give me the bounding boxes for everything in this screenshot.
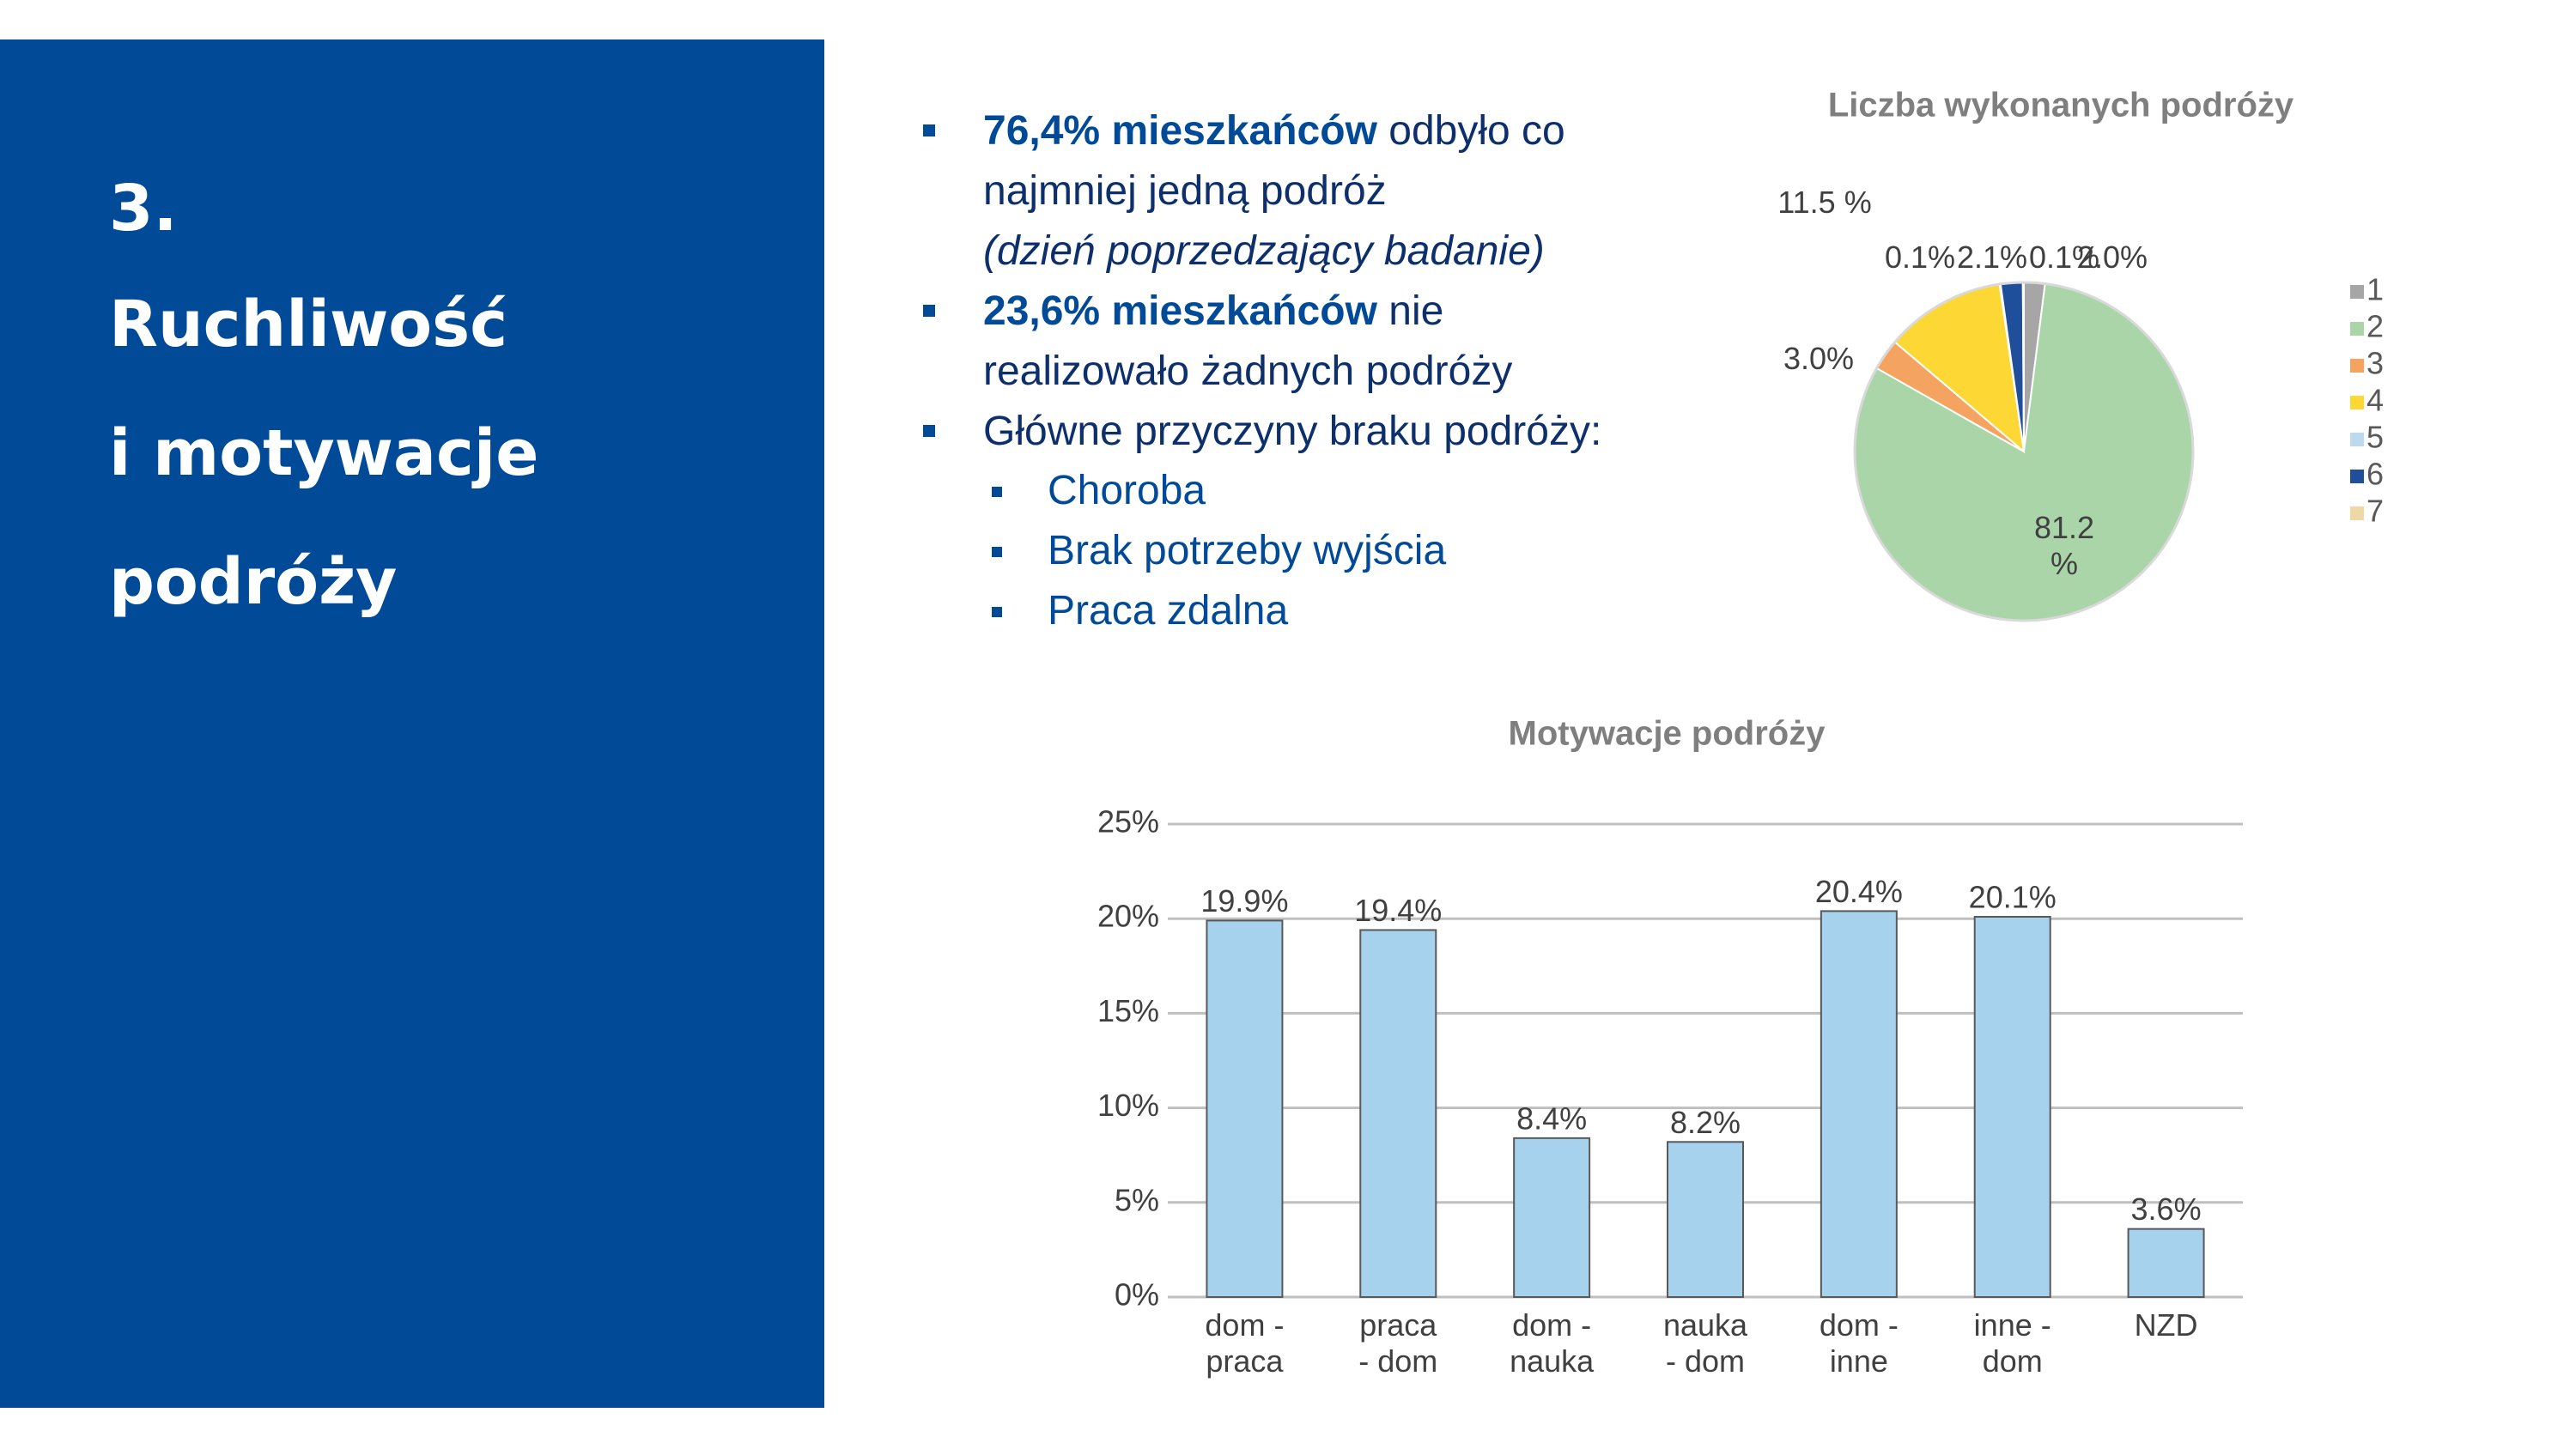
bullet-marker: [923, 124, 935, 136]
pie-slice: [2021, 281, 2025, 452]
bar: [1820, 910, 1898, 1299]
bullet-text: nie realizowało żadnych podróży: [983, 288, 1513, 394]
bar: [1359, 929, 1437, 1298]
bullet-italic: (dzień poprzedzający badanie): [983, 228, 1545, 274]
legend-label: 4: [2366, 383, 2384, 418]
bar-value-label: 19.4%: [1354, 893, 1442, 928]
legend-label: 7: [2366, 494, 2384, 529]
bar: [1513, 1137, 1591, 1299]
pie-value-label: 2.0%: [2076, 239, 2148, 275]
y-tick-label: 15%: [1097, 993, 1159, 1028]
sub-bullet-marker: [992, 547, 1002, 557]
legend-swatch: [2350, 359, 2364, 373]
bar-value-label: 8.2%: [1670, 1105, 1741, 1140]
bar-value-label: 8.4%: [1516, 1100, 1587, 1136]
x-tick-label: NZD: [2134, 1307, 2198, 1343]
bar-value-label: 19.9%: [1200, 883, 1288, 919]
legend-swatch: [2350, 285, 2364, 299]
title-line: Ruchliwość: [109, 288, 508, 361]
y-tick-label: 10%: [1097, 1088, 1159, 1123]
pie-value-label: 0.1%: [1884, 239, 1956, 275]
legend-label: 3: [2366, 346, 2384, 381]
sub-bullet: Brak potrzeby wyjścia: [1048, 528, 1447, 573]
sub-bullet-marker: [992, 607, 1002, 617]
bullet-bold: 76,4% mieszkańców: [983, 108, 1377, 154]
legend-label: 2: [2366, 309, 2384, 344]
y-tick-label: 20%: [1097, 899, 1159, 934]
bullet: Główne przyczyny braku podróży:: [983, 402, 1653, 462]
bullet-text: Główne przyczyny braku podróży:: [983, 409, 1602, 454]
legend-swatch: [2350, 470, 2364, 483]
legend-label: 1: [2366, 272, 2384, 307]
pie-value-label: 11.5 %: [1777, 185, 1872, 220]
chart-title: Liczba wykonanych podróży: [1828, 87, 2294, 124]
bar: [1973, 915, 2051, 1298]
title-line: podróży: [109, 545, 398, 619]
pie-value-label: 3.0%: [1783, 341, 1855, 376]
legend-label: 5: [2366, 420, 2384, 455]
y-tick-label: 5%: [1115, 1182, 1159, 1217]
y-tick-label: 25%: [1097, 804, 1159, 840]
bullet-text: odbyło co najmniej jedną podróż: [983, 108, 1565, 214]
pie-value-label: 81.2 %: [2033, 510, 2095, 581]
title-line: 3.: [109, 172, 178, 246]
legend-swatch: [2350, 396, 2364, 409]
bullet-marker: [923, 425, 935, 437]
bar: [1667, 1141, 1744, 1298]
sub-bullet: Choroba: [1048, 468, 1206, 513]
bar-value-label: 20.4%: [1815, 874, 1903, 909]
legend-swatch: [2350, 322, 2364, 336]
x-tick-label: dom - nauka: [1510, 1307, 1595, 1379]
x-tick-label: dom - inne: [1819, 1307, 1899, 1379]
title-panel: [0, 39, 824, 1408]
sub-bullet: Praca zdalna: [1048, 588, 1289, 634]
bar: [2127, 1228, 2205, 1299]
pie-value-label: 0.1%: [2028, 239, 2100, 275]
bar-value-label: 3.6%: [2131, 1191, 2202, 1227]
x-tick-label: dom - praca: [1205, 1307, 1285, 1379]
legend-label: 6: [2366, 457, 2384, 492]
x-tick-label: praca - dom: [1358, 1307, 1438, 1379]
title-line: i motywacje: [109, 416, 539, 490]
x-tick-label: nauka - dom: [1662, 1307, 1748, 1379]
x-tick-label: inne - dom: [1973, 1307, 2051, 1379]
bullet-marker: [923, 305, 935, 317]
y-tick-label: 0%: [1115, 1277, 1159, 1313]
legend-swatch: [2350, 506, 2364, 520]
pie-value-label: 2.1%: [1956, 239, 2028, 275]
chart-title: Motywacje podróży: [1509, 715, 1826, 753]
bullet-bold: 23,6% mieszkańców: [983, 288, 1377, 334]
bar-value-label: 20.1%: [1969, 880, 2057, 915]
bullet: 23,6% mieszkańców nie realizowało żadnyc…: [983, 282, 1653, 402]
sub-bullet-marker: [992, 487, 1002, 497]
legend-swatch: [2350, 433, 2364, 446]
pie-outline: [1853, 281, 2195, 622]
bar: [1206, 919, 1284, 1299]
bullet: 76,4% mieszkańców odbyło co najmniej jed…: [983, 101, 1653, 282]
